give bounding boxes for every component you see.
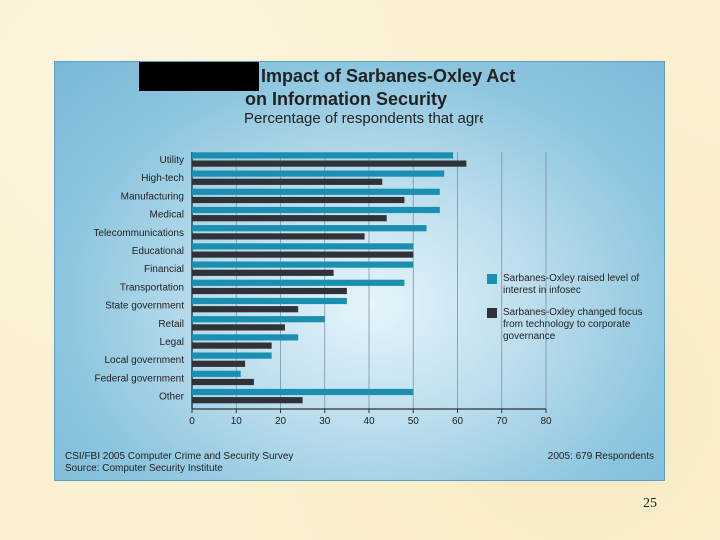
category-label-educational: Educational — [132, 246, 184, 257]
x-tick-label-50: 50 — [408, 416, 420, 427]
source-institute-line: Source: Computer Security Institute — [65, 463, 223, 474]
respondent-count: 2005: 679 Respondents — [547, 451, 654, 462]
x-tick-label-20: 20 — [275, 416, 287, 427]
bar-legal-changed-focus — [192, 342, 272, 349]
bar-medical-raised-interest — [192, 206, 440, 214]
legend-text-raised-interest: Sarbanes-Oxley raised level of interest … — [503, 273, 640, 296]
bar-chart: Utility High-tech Manufacturing Medical Tele… — [93, 152, 552, 427]
legend-text-changed-focus: Sarbanes-Oxley changed focus from techno… — [503, 307, 643, 342]
legend-item-changed-focus: Sarbanes-Oxley changed focus from techno… — [487, 307, 657, 343]
category-label-state-government: State government — [105, 301, 184, 312]
x-tick-label-80: 80 — [540, 416, 552, 427]
bar-transportation-raised-interest — [192, 279, 405, 286]
bar-other-changed-focus — [192, 397, 303, 404]
bar-series — [192, 152, 467, 404]
x-tick-label-40: 40 — [363, 416, 375, 427]
x-tick-label-60: 60 — [452, 416, 464, 427]
bar-legal-raised-interest — [192, 334, 299, 341]
bar-local-government-changed-focus — [192, 360, 246, 367]
category-label-federal-government: Federal government — [95, 373, 185, 384]
bar-utility-raised-interest — [192, 152, 454, 159]
bar-manufacturing-changed-focus — [192, 196, 405, 204]
source-survey-line: CSI/FBI 2005 Computer Crime and Security… — [65, 451, 294, 462]
category-label-transportation: Transportation — [120, 282, 184, 293]
bar-utility-changed-focus — [192, 160, 467, 167]
page-number: 25 — [643, 496, 657, 511]
x-tick-label-0: 0 — [189, 416, 195, 427]
category-labels: Utility High-tech Manufacturing Medical Tele… — [93, 155, 184, 403]
legend-swatch-raised-interest — [487, 274, 497, 284]
bar-high-tech-raised-interest — [192, 170, 445, 177]
category-label-legal: Legal — [160, 337, 184, 348]
legend: Sarbanes-Oxley raised level of interest … — [487, 273, 657, 353]
bar-telecommunications-raised-interest — [192, 225, 427, 232]
bar-retail-raised-interest — [192, 316, 325, 323]
x-tick-label-30: 30 — [319, 416, 331, 427]
category-label-retail: Retail — [158, 319, 184, 330]
category-label-high-tech: High-tech — [141, 173, 184, 184]
legend-swatch-changed-focus — [487, 308, 497, 318]
bar-state-government-raised-interest — [192, 297, 347, 305]
x-tick-label-10: 10 — [231, 416, 243, 427]
category-label-other: Other — [159, 392, 185, 403]
category-label-utility: Utility — [160, 155, 184, 166]
category-label-manufacturing: Manufacturing — [121, 191, 184, 202]
category-label-medical: Medical — [150, 210, 184, 221]
bar-high-tech-changed-focus — [192, 178, 383, 185]
bar-transportation-changed-focus — [192, 287, 347, 295]
chart-subtitle: Percentage of respondents that agree — [244, 110, 483, 127]
chart-figure: Impact of Sarbanes-Oxley Act on Informat… — [54, 61, 665, 481]
category-label-financial: Financial — [144, 264, 184, 275]
bar-manufacturing-raised-interest — [192, 188, 440, 195]
bar-local-government-raised-interest — [192, 352, 272, 359]
bar-federal-government-raised-interest — [192, 370, 241, 377]
legend-item-raised-interest: Sarbanes-Oxley raised level of interest … — [487, 273, 657, 297]
bar-financial-raised-interest — [192, 261, 414, 268]
bar-medical-changed-focus — [192, 215, 387, 222]
bar-federal-government-changed-focus — [192, 378, 254, 386]
category-label-telecommunications: Telecommunications — [93, 228, 184, 239]
bar-other-raised-interest — [192, 388, 414, 396]
x-tick-label-70: 70 — [496, 416, 508, 427]
bar-educational-changed-focus — [192, 251, 414, 258]
bar-financial-changed-focus — [192, 269, 334, 276]
category-label-local-government: Local government — [105, 355, 185, 366]
bar-state-government-changed-focus — [192, 306, 299, 313]
bar-retail-changed-focus — [192, 324, 285, 331]
bar-telecommunications-changed-focus — [192, 233, 365, 240]
bar-educational-raised-interest — [192, 243, 414, 250]
x-axis: 0 10 20 30 40 50 60 70 80 — [189, 408, 552, 427]
redaction-block — [139, 62, 259, 91]
chart-title-line-1: Impact of Sarbanes-Oxley Act — [261, 66, 516, 86]
chart-title-line-2: on Information Security — [245, 89, 448, 109]
